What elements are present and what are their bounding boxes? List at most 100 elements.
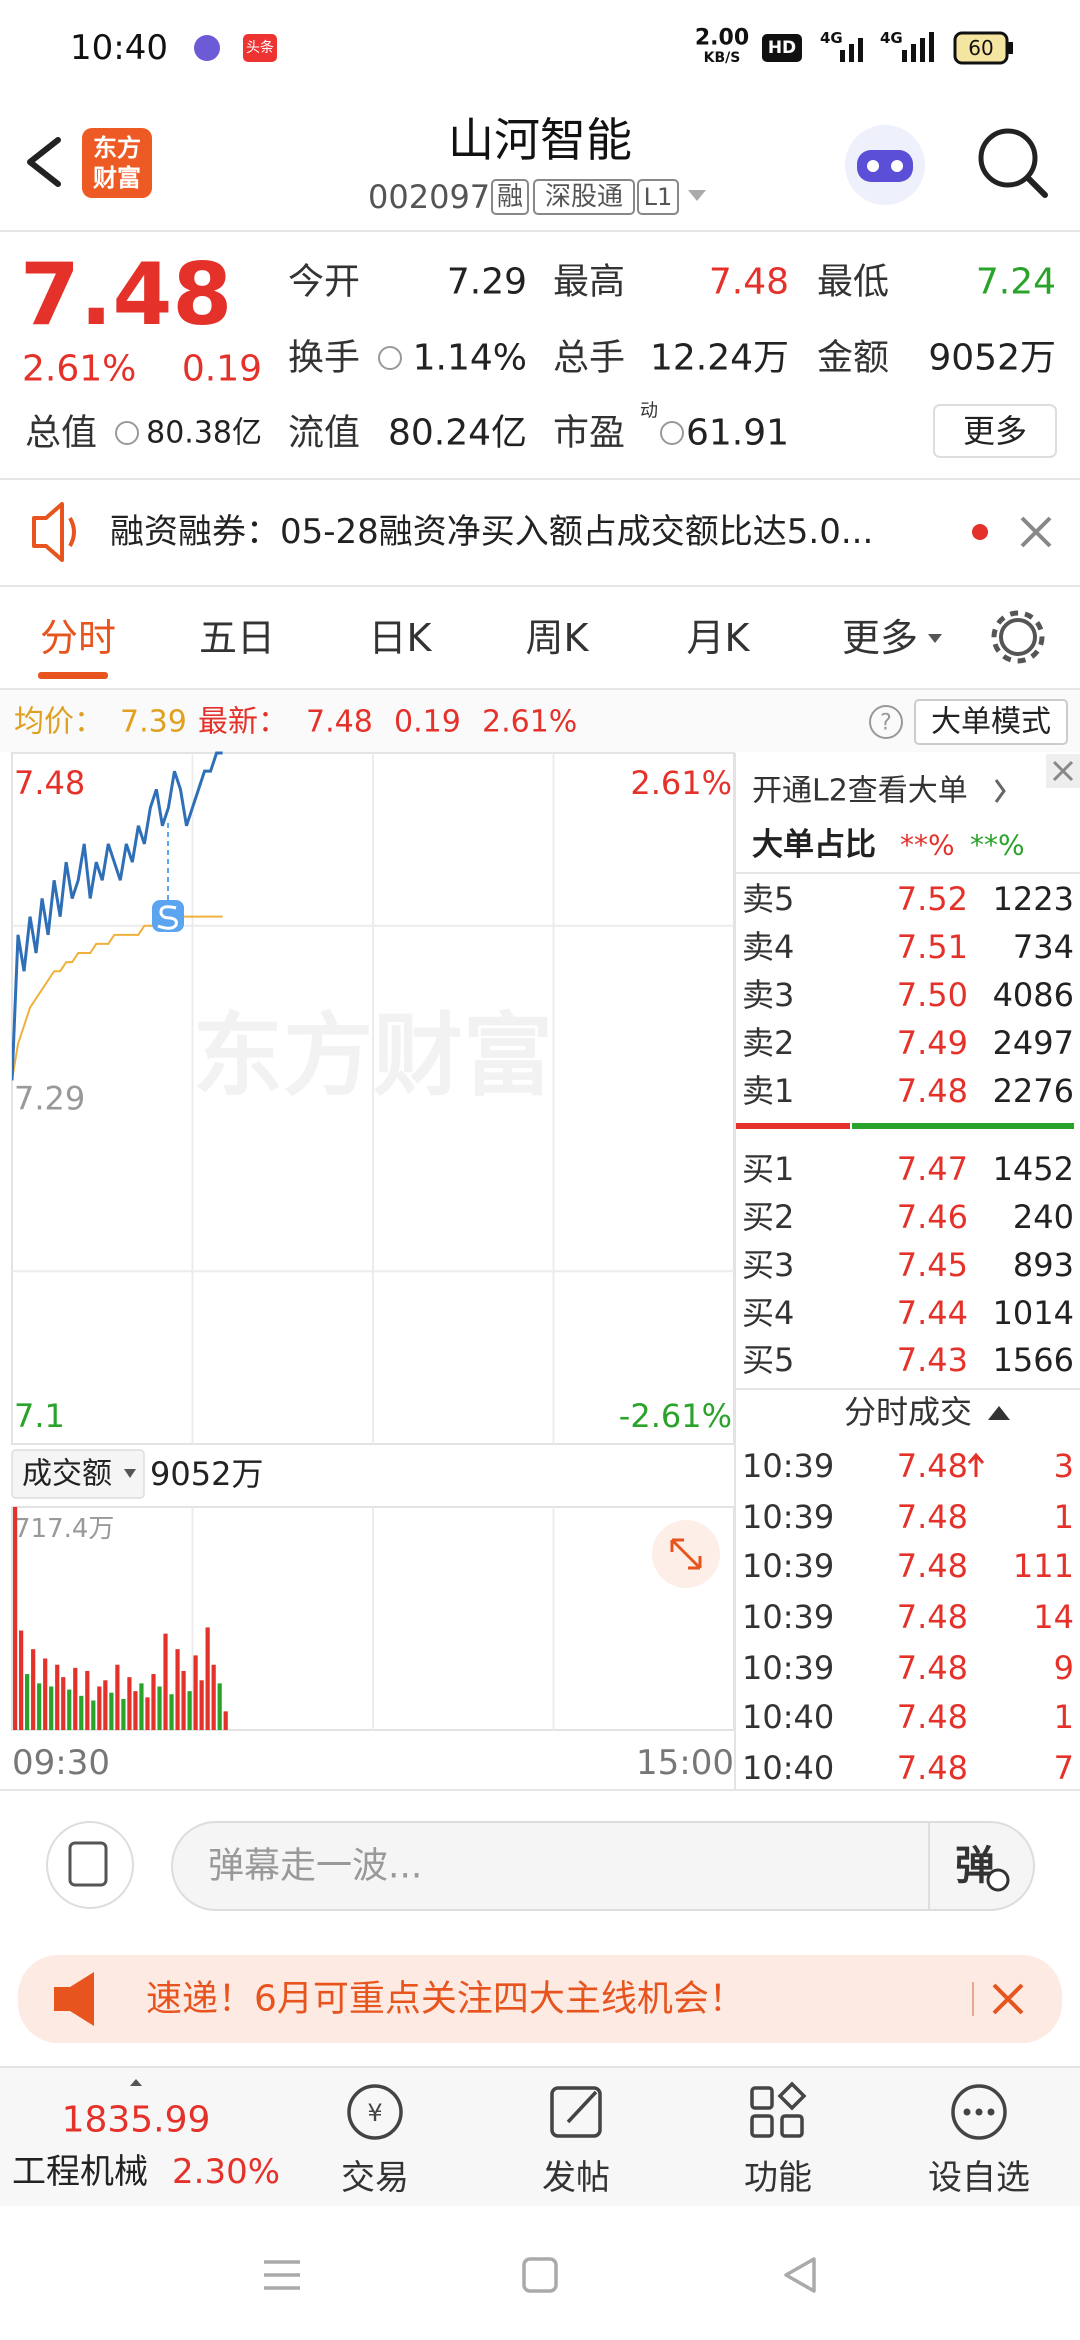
volume-selector-arrow [124, 1469, 136, 1478]
trade-price: 7.48 [897, 1749, 968, 1787]
ask-qty: 734 [1013, 928, 1074, 966]
y-tick-label: 717.4万 [14, 1514, 114, 1544]
tab[interactable]: 更多 [842, 616, 918, 660]
search-button[interactable] [978, 128, 1038, 188]
divider [0, 585, 1080, 587]
ask-label: 卖5 [742, 880, 794, 918]
volume-bar [151, 1674, 156, 1730]
volume-selector[interactable] [11, 1449, 145, 1499]
dropdown-arrow[interactable] [688, 190, 706, 201]
notice-text[interactable]: 融资融券：05-28融资净买入额占成交额比达5.0... [110, 512, 873, 552]
field-value: 80.24亿 [388, 413, 527, 454]
danmaku-input[interactable] [171, 1821, 1035, 1911]
ask-price: 7.49 [897, 1024, 968, 1062]
comment-tool-icon [68, 1841, 108, 1887]
status-hd: HD [768, 38, 796, 58]
tab[interactable]: 五日 [199, 616, 275, 660]
notice-icon [32, 502, 64, 562]
trade-price: 7.48 [897, 1598, 968, 1636]
status-app-icon [194, 35, 220, 61]
tag-box [491, 179, 529, 215]
trade-price: 7.48 [897, 1498, 968, 1536]
divider [0, 478, 1080, 480]
ask-qty: 1223 [993, 880, 1074, 918]
index-name[interactable]: 工程机械 [12, 2152, 148, 2192]
index-toggle[interactable] [130, 2079, 142, 2086]
divider [736, 1388, 1080, 1390]
promo-banner[interactable] [18, 1955, 1062, 2043]
input-divider [928, 1822, 930, 1910]
assistant-eye [867, 160, 879, 172]
ask-label: 卖3 [742, 976, 794, 1014]
settings-teeth [991, 610, 1045, 664]
field-value: 1.14% [413, 338, 527, 379]
status-battery [953, 31, 1009, 65]
price-line [12, 915, 223, 1081]
volume-label[interactable]: 成交额 [22, 1457, 112, 1492]
nav-item[interactable]: 功能 [744, 2158, 812, 2198]
field-value: 7.24 [976, 262, 1056, 303]
promo-text[interactable]: 速递！6月可重点关注四大主线机会！ [146, 1979, 745, 2020]
tab[interactable]: 周K [526, 616, 590, 660]
bid-price: 7.46 [897, 1198, 968, 1236]
bid-price: 7.44 [897, 1294, 968, 1332]
nav-item[interactable]: 发帖 [542, 2158, 610, 2198]
bid-qty: 893 [1013, 1246, 1074, 1284]
y-tick-label: 7.48 [14, 764, 85, 802]
system-back[interactable] [784, 2257, 816, 2293]
promo-close[interactable] [992, 1983, 1024, 2015]
field-label: 今开 [288, 262, 360, 303]
trade-qty: 3 [1054, 1447, 1074, 1485]
volume-bar [211, 1664, 216, 1730]
latest-change-pct: 2.61% [482, 705, 577, 740]
volume-bar [133, 1691, 138, 1730]
ask-label: 卖4 [742, 928, 794, 966]
avg-label: 均价： [14, 705, 104, 740]
ask-qty: 2276 [993, 1072, 1074, 1110]
mode-button[interactable] [914, 699, 1068, 745]
bid-label: 买1 [742, 1150, 794, 1188]
ask-qty: 4086 [993, 976, 1074, 1014]
help-mark[interactable]: ? [880, 711, 892, 736]
nav-item[interactable]: 交易 [341, 2158, 409, 2198]
volume-bar [121, 1698, 126, 1730]
tab[interactable]: 分时 [40, 616, 116, 660]
tab[interactable]: 日K [369, 616, 433, 660]
y-tick-label: 7.29 [14, 1080, 85, 1118]
trades-toggle[interactable] [988, 1406, 1010, 1420]
notice-close[interactable] [1020, 516, 1052, 548]
more-button[interactable] [933, 404, 1057, 458]
index-change[interactable]: 2.30% [172, 2152, 280, 2192]
system-home[interactable] [522, 2257, 558, 2293]
l2-promo[interactable]: 开通L2查看大单 [752, 774, 968, 809]
bid-label: 买2 [742, 1198, 794, 1236]
danmaku-button-badge [986, 1868, 1010, 1892]
y2-tick-label: 2.61% [630, 764, 732, 802]
volume-bar [181, 1670, 186, 1730]
status-speed: 2.00 [695, 26, 749, 51]
nav-item[interactable]: 设自选 [928, 2158, 1030, 2198]
comment-tool[interactable] [46, 1821, 134, 1909]
volume-bar [73, 1667, 78, 1730]
trade-label: 10:40 [742, 1749, 834, 1787]
help-icon[interactable] [869, 705, 903, 739]
back-button[interactable] [27, 137, 61, 187]
ask-price: 7.51 [897, 928, 968, 966]
danmaku-placeholder[interactable]: 弹幕走一波... [208, 1846, 422, 1887]
system-menu[interactable] [264, 2260, 300, 2290]
more-button-label[interactable]: 更多 [963, 412, 1027, 450]
settings-button[interactable] [999, 618, 1037, 656]
stock-tag: 深股通 [545, 182, 623, 212]
index-value[interactable]: 1835.99 [62, 2100, 211, 2141]
trade-qty: 111 [1013, 1547, 1074, 1585]
mode-label[interactable]: 大单模式 [931, 705, 1051, 740]
trades-title: 分时成交 [844, 1393, 972, 1431]
field-value: 9052万 [928, 338, 1056, 379]
volume-bar [223, 1711, 228, 1730]
tab[interactable]: 月K [687, 616, 751, 660]
field-label: 流值 [288, 413, 360, 454]
ratio-down: **% [970, 829, 1025, 862]
trade-price: 7.48 [897, 1547, 968, 1585]
